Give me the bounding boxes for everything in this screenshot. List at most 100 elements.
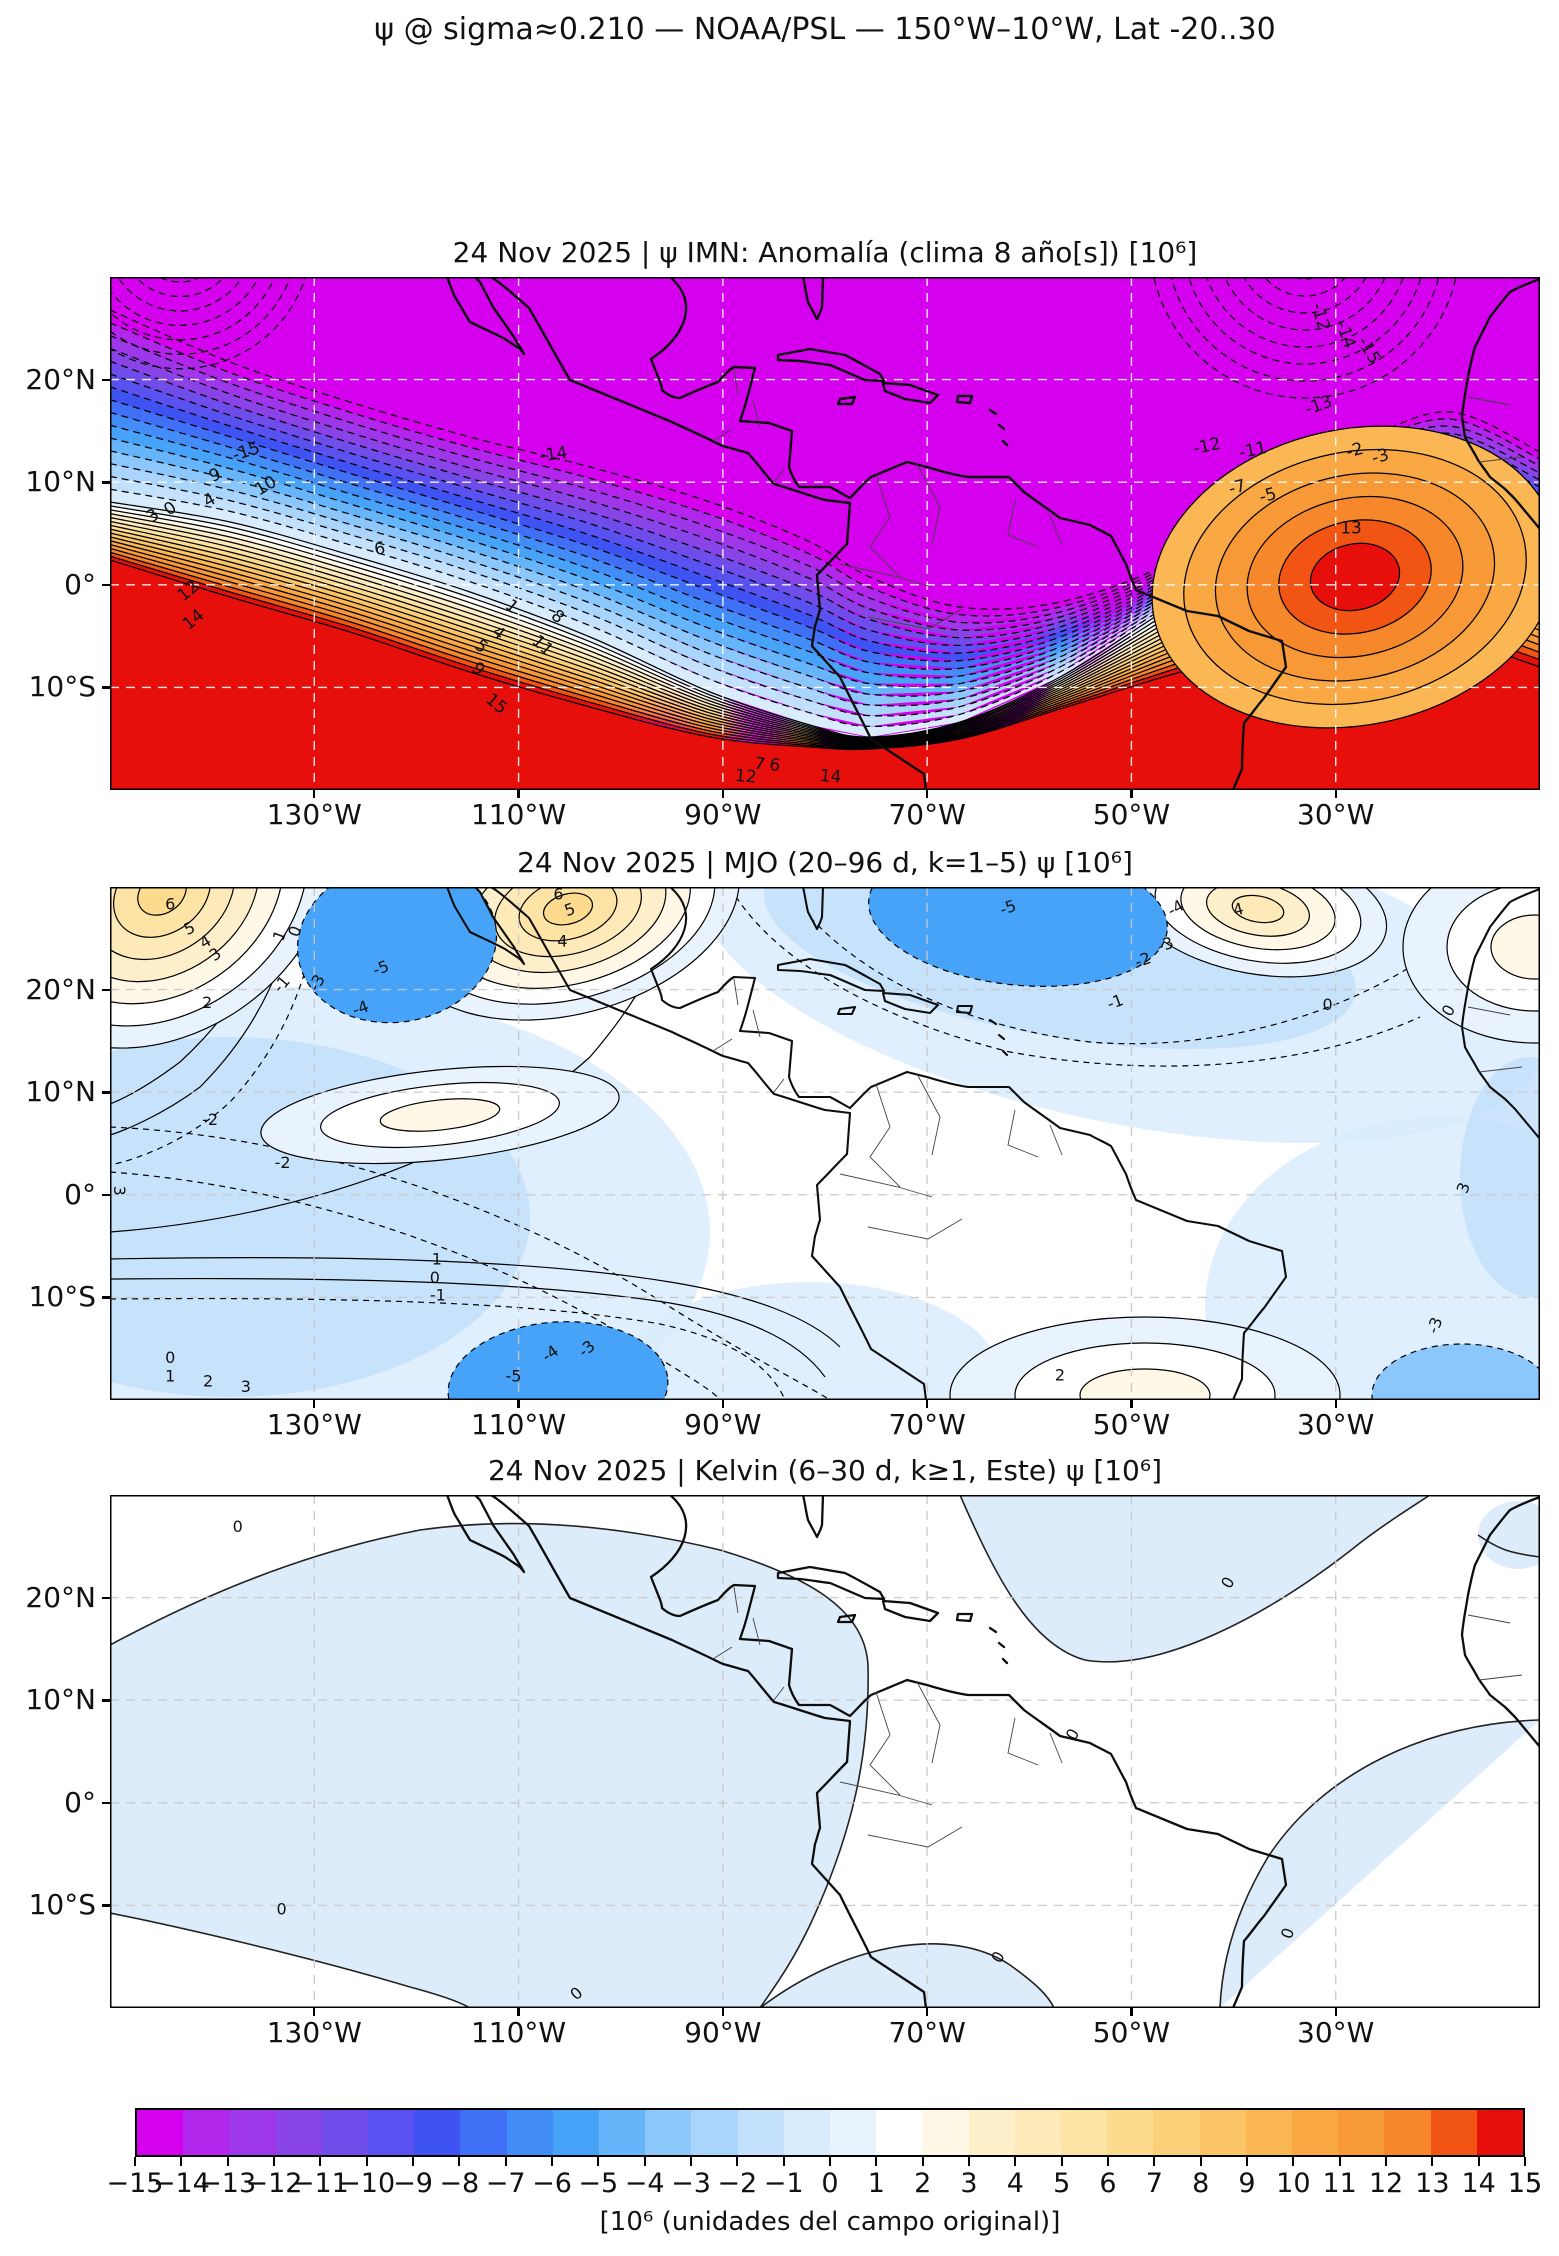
- mjo-ytick-10°N: 10°N: [25, 1075, 96, 1109]
- colorbar-segment: [1107, 2110, 1154, 2155]
- colorbar-segment: [922, 2110, 969, 2155]
- kelvin-xtick-30°W: 30°W: [1297, 2016, 1375, 2049]
- colorbar-tickmark: [134, 2157, 136, 2166]
- colorbar-tickmark: [1338, 2157, 1341, 2166]
- kelvin-ytick-10°S: 10°S: [28, 1888, 96, 1922]
- colorbar-tick-label: 14: [1461, 2168, 1496, 2199]
- colorbar-tick-label: 6: [1099, 2168, 1117, 2199]
- colorbar-tick-label: 2: [914, 2168, 932, 2199]
- svg-text:-4: -4: [350, 996, 371, 1019]
- colorbar-tickmark: [1246, 2157, 1248, 2166]
- colorbar-tickmark: [1199, 2157, 1202, 2166]
- svg-text:0: 0: [233, 1517, 243, 1536]
- mjo-ytickmark: [102, 1091, 110, 1094]
- anomaly-ytick-10°S: 10°S: [28, 670, 96, 704]
- kelvin-xtickmark: [721, 2008, 725, 2016]
- svg-text:6: 6: [373, 538, 387, 560]
- colorbar-tickmark: [551, 2157, 553, 2166]
- kelvin-xtick-50°W: 50°W: [1092, 2016, 1171, 2049]
- colorbar-tickmark: [458, 2157, 461, 2166]
- kelvin-ytickmark: [102, 1596, 110, 1599]
- colorbar-tick-label: 0: [821, 2168, 839, 2199]
- colorbar-tick-label: −10: [338, 2168, 396, 2199]
- panel-kelvin-title: 24 Nov 2025 | Kelvin (6–30 d, k≥1, Este)…: [487, 1454, 1163, 1487]
- anomaly-xtick-30°W: 30°W: [1297, 798, 1375, 831]
- colorbar-tickmark: [1524, 2157, 1526, 2166]
- kelvin-ytickmark: [102, 1904, 110, 1907]
- colorbar-tick-label: −2: [717, 2168, 758, 2199]
- mjo-xtick-70°W: 70°W: [888, 1408, 966, 1441]
- anomaly-ytickmark: [102, 378, 110, 381]
- colorbar-tickmark: [226, 2157, 229, 2166]
- colorbar-tickmark: [504, 2157, 507, 2166]
- colorbar-tick-label: −15: [106, 2168, 164, 2199]
- mjo-ytick-20°N: 20°N: [25, 972, 96, 1006]
- colorbar-tick-label: −9: [393, 2168, 433, 2199]
- colorbar-tick-label: −7: [485, 2168, 526, 2199]
- kelvin-xtick-90°W: 90°W: [684, 2016, 762, 2049]
- colorbar-tickmark: [968, 2157, 970, 2166]
- colorbar-tickmark: [319, 2157, 322, 2166]
- anomaly-xtickmark: [1334, 790, 1337, 798]
- mjo-xtickmark: [1130, 1400, 1133, 1408]
- anomaly-ytickmark: [102, 583, 110, 587]
- colorbar-label: [10⁶ (unidades del campo original)]: [599, 2207, 1061, 2237]
- colorbar-segment: [137, 2110, 184, 2155]
- svg-text:-2: -2: [275, 1153, 291, 1172]
- svg-text:-5: -5: [370, 956, 391, 979]
- colorbar-tick-label: 5: [1053, 2168, 1071, 2199]
- kelvin-ytickmark: [102, 1699, 110, 1702]
- svg-text:4: 4: [557, 932, 567, 951]
- panel-mjo-title: 24 Nov 2025 | MJO (20–96 d, k=1–5) ψ [10…: [517, 846, 1133, 879]
- svg-text:-2: -2: [202, 1110, 218, 1129]
- colorbar-segment: [599, 2110, 646, 2155]
- kelvin-ytickmark: [102, 1801, 110, 1805]
- svg-text:-5: -5: [997, 896, 1018, 919]
- mjo-xtickmark: [1334, 1400, 1337, 1408]
- kelvin-xtick-70°W: 70°W: [888, 2016, 966, 2049]
- mjo-ytickmark: [102, 1193, 110, 1197]
- colorbar-segment: [506, 2110, 553, 2155]
- anomaly-xtick-110°W: 110°W: [470, 798, 567, 831]
- colorbar: [135, 2108, 1525, 2157]
- anomaly-xtick-130°W: 130°W: [266, 798, 362, 831]
- colorbar-segment: [876, 2110, 923, 2155]
- svg-text:14: 14: [819, 766, 842, 788]
- mjo-xtick-90°W: 90°W: [684, 1408, 762, 1441]
- colorbar-tickmark: [1477, 2157, 1480, 2166]
- svg-text:-1: -1: [1105, 990, 1126, 1013]
- colorbar-tickmark: [643, 2157, 646, 2166]
- colorbar-segment: [1476, 2110, 1524, 2155]
- svg-text:-3: -3: [1370, 445, 1392, 469]
- colorbar-tick-label: −12: [245, 2168, 303, 2199]
- colorbar-tick-label: −14: [152, 2168, 210, 2199]
- colorbar-segment: [368, 2110, 415, 2155]
- colorbar-segment: [229, 2110, 276, 2155]
- colorbar-segment: [1061, 2110, 1108, 2155]
- svg-text:7: 7: [752, 754, 766, 776]
- svg-text:0: 0: [277, 1900, 287, 1919]
- svg-text:6: 6: [768, 755, 782, 777]
- mjo-xtick-50°W: 50°W: [1092, 1408, 1171, 1441]
- colorbar-tickmark: [1292, 2157, 1295, 2166]
- mjo-ytickmark: [102, 988, 110, 991]
- anomaly-xtick-50°W: 50°W: [1092, 798, 1171, 831]
- anomaly-ytickmark: [102, 481, 110, 484]
- mjo-xtickmark: [517, 1400, 520, 1408]
- svg-text:0: 0: [430, 1268, 440, 1287]
- colorbar-tick-label: −1: [763, 2168, 804, 2199]
- colorbar-tick-label: 15: [1507, 2168, 1543, 2199]
- colorbar-tick-label: −11: [291, 2168, 349, 2199]
- anomaly-xtickmark: [1130, 790, 1133, 798]
- colorbar-tick-label: −5: [578, 2168, 619, 2199]
- svg-text:12: 12: [734, 766, 757, 788]
- colorbar-tick-label: 7: [1145, 2168, 1163, 2199]
- svg-text:-1: -1: [430, 1285, 446, 1304]
- svg-text:3: 3: [110, 1186, 129, 1196]
- svg-text:2: 2: [202, 993, 212, 1012]
- colorbar-tick-label: −8: [439, 2168, 480, 2199]
- colorbar-segment: [1014, 2110, 1062, 2155]
